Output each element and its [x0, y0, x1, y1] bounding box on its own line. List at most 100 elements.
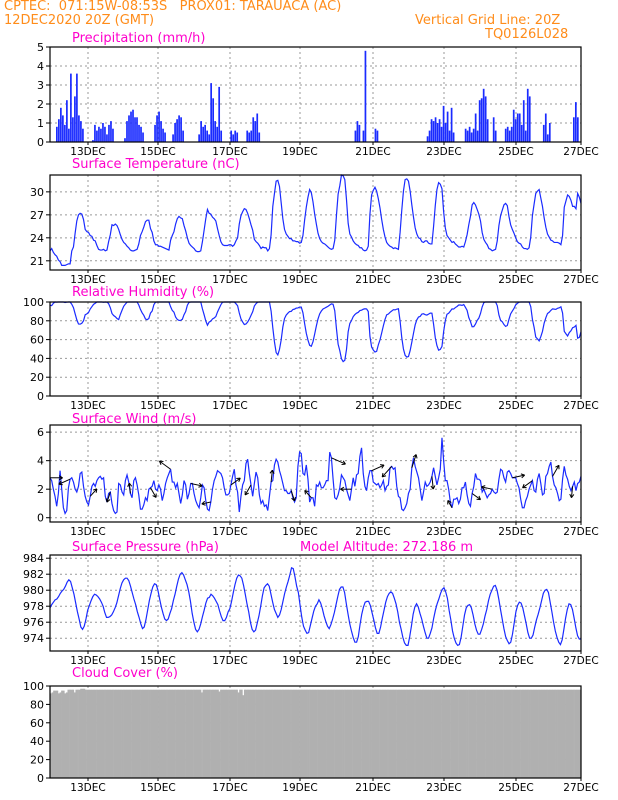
- data-bar: [134, 117, 136, 142]
- data-bar: [298, 689, 300, 778]
- y-tick-label: 20: [30, 754, 44, 767]
- data-bar: [220, 130, 223, 142]
- data-bar: [544, 113, 547, 142]
- wind-arrow: [201, 501, 211, 505]
- data-bar: [62, 690, 65, 778]
- data-bar: [546, 134, 549, 142]
- data-bar: [154, 689, 157, 778]
- x-tick-label: 15DEC: [140, 274, 175, 286]
- data-bar: [539, 689, 542, 778]
- y-tick-label: 5: [37, 41, 44, 54]
- panel-5: 974 976 978 980 982 984 13DEC 15DEC 17DEC 19DEC 21…: [23, 540, 599, 667]
- data-bar: [208, 689, 211, 778]
- data-bar: [286, 689, 289, 778]
- y-tick-label: 20: [30, 371, 44, 384]
- wind-arrow-head: [447, 500, 452, 505]
- data-bar: [56, 690, 59, 778]
- data-bar: [96, 130, 98, 142]
- data-bar: [82, 128, 84, 142]
- data-bar: [401, 689, 404, 778]
- data-bar: [362, 130, 365, 142]
- data-bar: [116, 689, 119, 778]
- data-bar: [264, 689, 267, 778]
- panel-frame: [49, 46, 582, 143]
- data-bar: [420, 689, 423, 778]
- data-bar: [515, 689, 518, 778]
- data-bar: [92, 140, 94, 142]
- data-bar: [353, 689, 356, 778]
- data-bar: [476, 130, 479, 142]
- data-bar: [428, 130, 431, 142]
- data-bar: [108, 124, 110, 142]
- data-bar: [175, 689, 178, 778]
- x-tick-label: 25DEC: [498, 782, 533, 794]
- data-bar: [194, 689, 197, 778]
- data-bar: [315, 689, 318, 778]
- header-location: 071:15W-08:53S PROX01: TARAUACA (AC): [58, 0, 342, 14]
- wind-arrow-head: [380, 464, 385, 469]
- data-bar: [576, 689, 579, 778]
- wind-arrow: [270, 470, 273, 483]
- data-bar: [396, 689, 399, 778]
- data-bar: [272, 689, 275, 778]
- data-bar: [355, 689, 358, 778]
- data-bar: [571, 689, 574, 778]
- y-tick-label: 0: [37, 512, 44, 525]
- data-bar: [522, 100, 525, 142]
- data-bar: [84, 689, 87, 778]
- wind-arrow-head: [92, 488, 98, 493]
- data-bar: [280, 689, 283, 778]
- data-bar: [164, 689, 167, 778]
- data-bar: [576, 117, 579, 142]
- data-bar: [352, 689, 354, 778]
- x-tick-label: 21DEC: [355, 274, 390, 286]
- data-bar: [250, 689, 253, 778]
- data-bar: [258, 132, 261, 142]
- data-bar: [256, 689, 259, 778]
- x-tick-label: 23DEC: [426, 400, 461, 412]
- data-bar: [402, 689, 405, 778]
- y-tick-label: 982: [23, 568, 44, 581]
- data-bar: [223, 689, 226, 778]
- data-bar: [248, 132, 251, 142]
- data-bar: [234, 689, 237, 778]
- data-bar: [382, 689, 385, 778]
- data-bar: [131, 689, 133, 778]
- data-bar: [509, 689, 512, 778]
- data-bar: [471, 689, 474, 778]
- data-bar: [164, 132, 166, 142]
- data-bar: [547, 689, 550, 778]
- wind-arrow-head: [291, 496, 296, 502]
- data-bar: [301, 689, 304, 778]
- data-bar: [210, 83, 213, 142]
- data-bar: [455, 689, 458, 778]
- data-bar: [254, 121, 257, 142]
- data-bar: [121, 689, 124, 778]
- data-bar: [102, 689, 105, 778]
- panel-2: 21 24 27 30 13DEC 15DEC 17DEC 19DEC 21DEC 23DEC 25…: [30, 157, 599, 286]
- wind-arrow-head: [269, 469, 275, 474]
- data-bar: [549, 689, 552, 778]
- wind-arrow: [371, 464, 385, 472]
- data-bar: [468, 689, 471, 778]
- data-bar: [62, 115, 64, 142]
- wind-arrow-head: [201, 500, 206, 506]
- data-bar: [278, 689, 281, 778]
- data-bar: [423, 689, 426, 778]
- data-bar: [80, 688, 83, 778]
- wind-arrow: [447, 500, 453, 508]
- data-bar: [172, 689, 175, 778]
- series-line: [49, 437, 582, 515]
- wind-arrow: [150, 487, 157, 498]
- data-bar: [177, 689, 180, 778]
- data-bar: [258, 689, 261, 778]
- data-bar: [531, 689, 534, 778]
- data-bar: [320, 689, 323, 778]
- data-bar: [242, 695, 245, 778]
- header-date: 12DEC2020 20Z (GMT): [4, 13, 155, 28]
- data-bar: [444, 689, 447, 778]
- data-bar: [263, 689, 265, 778]
- data-bar: [482, 88, 485, 142]
- data-bar: [89, 689, 92, 778]
